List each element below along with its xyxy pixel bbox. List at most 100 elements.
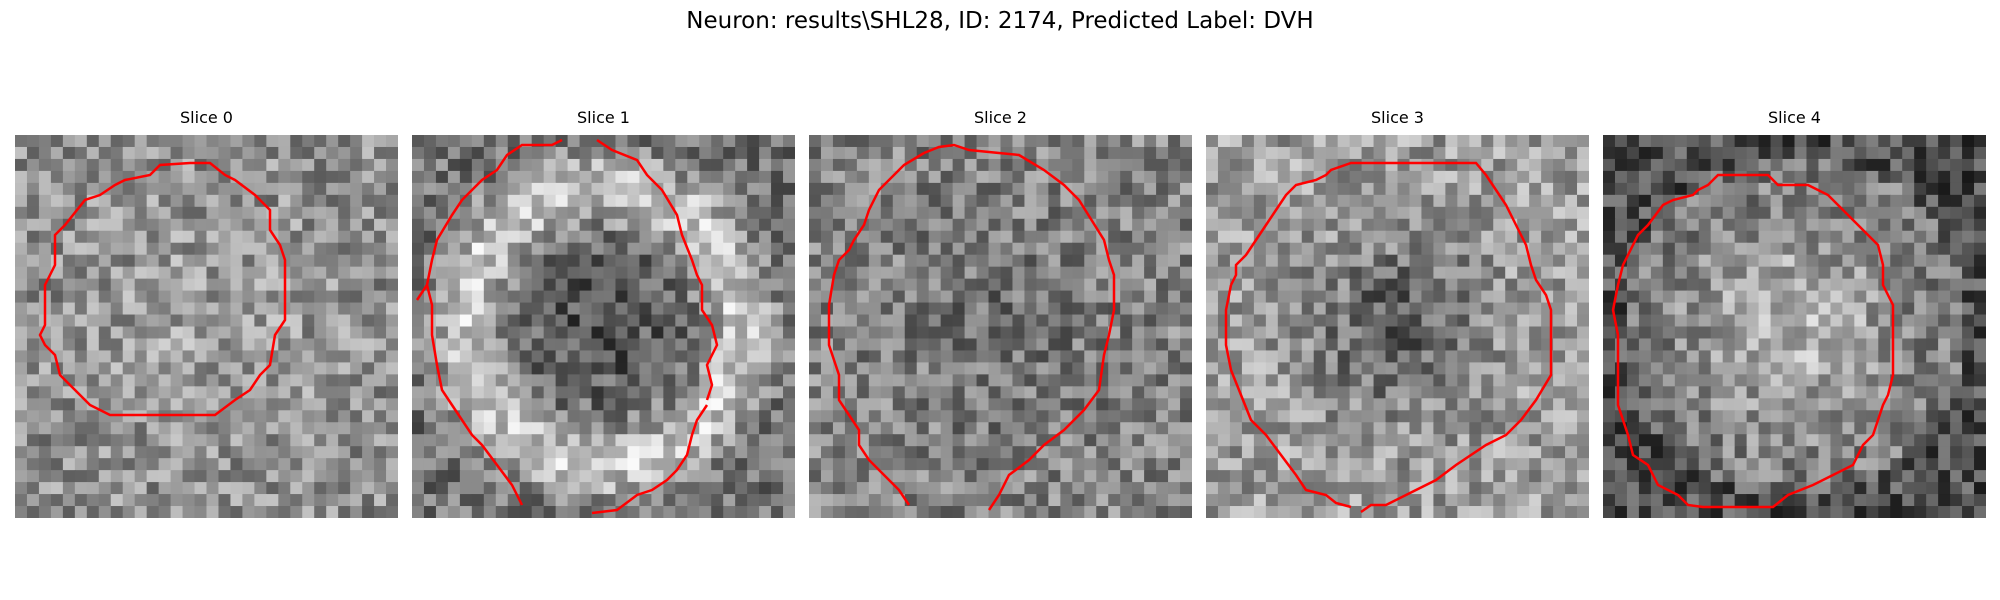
pixel	[1529, 338, 1542, 352]
pixel	[350, 170, 363, 184]
pixel	[1048, 494, 1061, 507]
pixel	[1048, 410, 1061, 423]
pixel	[1277, 470, 1291, 483]
pixel	[435, 398, 449, 411]
pixel	[1048, 506, 1061, 518]
pixel	[1325, 314, 1339, 328]
pixel	[916, 434, 930, 447]
pixel	[350, 135, 363, 148]
pixel	[1734, 362, 1748, 375]
pixel	[1770, 230, 1784, 244]
pixel	[519, 194, 533, 208]
pixel	[856, 338, 870, 352]
pixel	[74, 338, 88, 352]
pixel	[976, 182, 990, 196]
pixel	[459, 254, 473, 268]
pixel	[988, 398, 1002, 411]
pixel	[976, 254, 990, 268]
pixel	[74, 135, 88, 148]
pixel	[98, 482, 112, 495]
pixel	[1265, 146, 1279, 160]
pixel	[146, 302, 160, 316]
pixel	[1806, 135, 1820, 148]
pixel	[1854, 230, 1867, 244]
pixel	[1950, 314, 1963, 328]
pixel	[62, 506, 76, 518]
pixel	[146, 266, 160, 280]
pixel	[1962, 194, 1975, 208]
pixel	[266, 266, 279, 280]
pixel	[1650, 135, 1664, 148]
pixel	[820, 482, 834, 495]
pixel	[1926, 338, 1939, 352]
pixel	[783, 254, 795, 268]
pixel	[483, 290, 497, 304]
pixel	[1565, 458, 1578, 471]
pixel	[627, 230, 641, 244]
pixel	[447, 230, 461, 244]
pixel	[603, 158, 617, 172]
pixel	[134, 338, 148, 352]
pixel	[1433, 506, 1446, 518]
pixel	[302, 230, 315, 244]
pixel	[1722, 242, 1736, 256]
pixel	[1806, 434, 1820, 447]
pixel	[1024, 302, 1038, 316]
pixel	[567, 434, 581, 447]
pixel	[302, 302, 315, 316]
pixel	[170, 314, 184, 328]
pixel	[1277, 242, 1291, 256]
pixel	[134, 494, 148, 507]
pixel	[1373, 146, 1387, 160]
pixel	[820, 302, 834, 316]
pixel	[1457, 362, 1470, 375]
pixel	[374, 422, 387, 435]
pixel	[26, 326, 40, 340]
pixel	[134, 194, 148, 208]
pixel	[759, 194, 772, 208]
pixel	[1517, 302, 1530, 316]
pixel	[1084, 338, 1097, 352]
cell-contour-3	[1229, 161, 1553, 514]
pixel	[338, 302, 351, 316]
pixel	[1024, 170, 1038, 184]
pixel	[1277, 494, 1291, 507]
pixel	[158, 458, 172, 471]
pixel	[1758, 350, 1772, 364]
pixel	[988, 302, 1002, 316]
pixel	[26, 230, 40, 244]
pixel	[1277, 422, 1291, 435]
pixel	[1493, 146, 1506, 160]
pixel	[567, 446, 581, 459]
pixel	[374, 482, 387, 495]
pixel	[1770, 422, 1784, 435]
pixel	[483, 422, 497, 435]
pixel	[62, 278, 76, 292]
pixel	[809, 398, 822, 411]
pixel	[1565, 374, 1578, 387]
pixel	[615, 314, 629, 328]
pixel	[1060, 230, 1073, 244]
pixel	[1758, 278, 1772, 292]
pixel	[1096, 422, 1109, 435]
pixel	[302, 494, 315, 507]
pixel	[158, 434, 172, 447]
pixel	[206, 194, 220, 208]
pixel	[1036, 242, 1049, 256]
pixel	[531, 350, 545, 364]
pixel	[230, 350, 244, 364]
pixel	[976, 434, 990, 447]
pixel	[603, 182, 617, 196]
pixel	[1373, 338, 1387, 352]
pixel	[350, 374, 363, 387]
pixel	[675, 290, 688, 304]
pixel	[350, 470, 363, 483]
pixel	[1710, 446, 1724, 459]
pixel	[1084, 158, 1097, 172]
pixel	[844, 278, 858, 292]
pixel	[1854, 182, 1867, 196]
pixel	[531, 338, 545, 352]
pixel	[74, 146, 88, 160]
pixel	[1433, 410, 1446, 423]
pixel	[771, 158, 784, 172]
